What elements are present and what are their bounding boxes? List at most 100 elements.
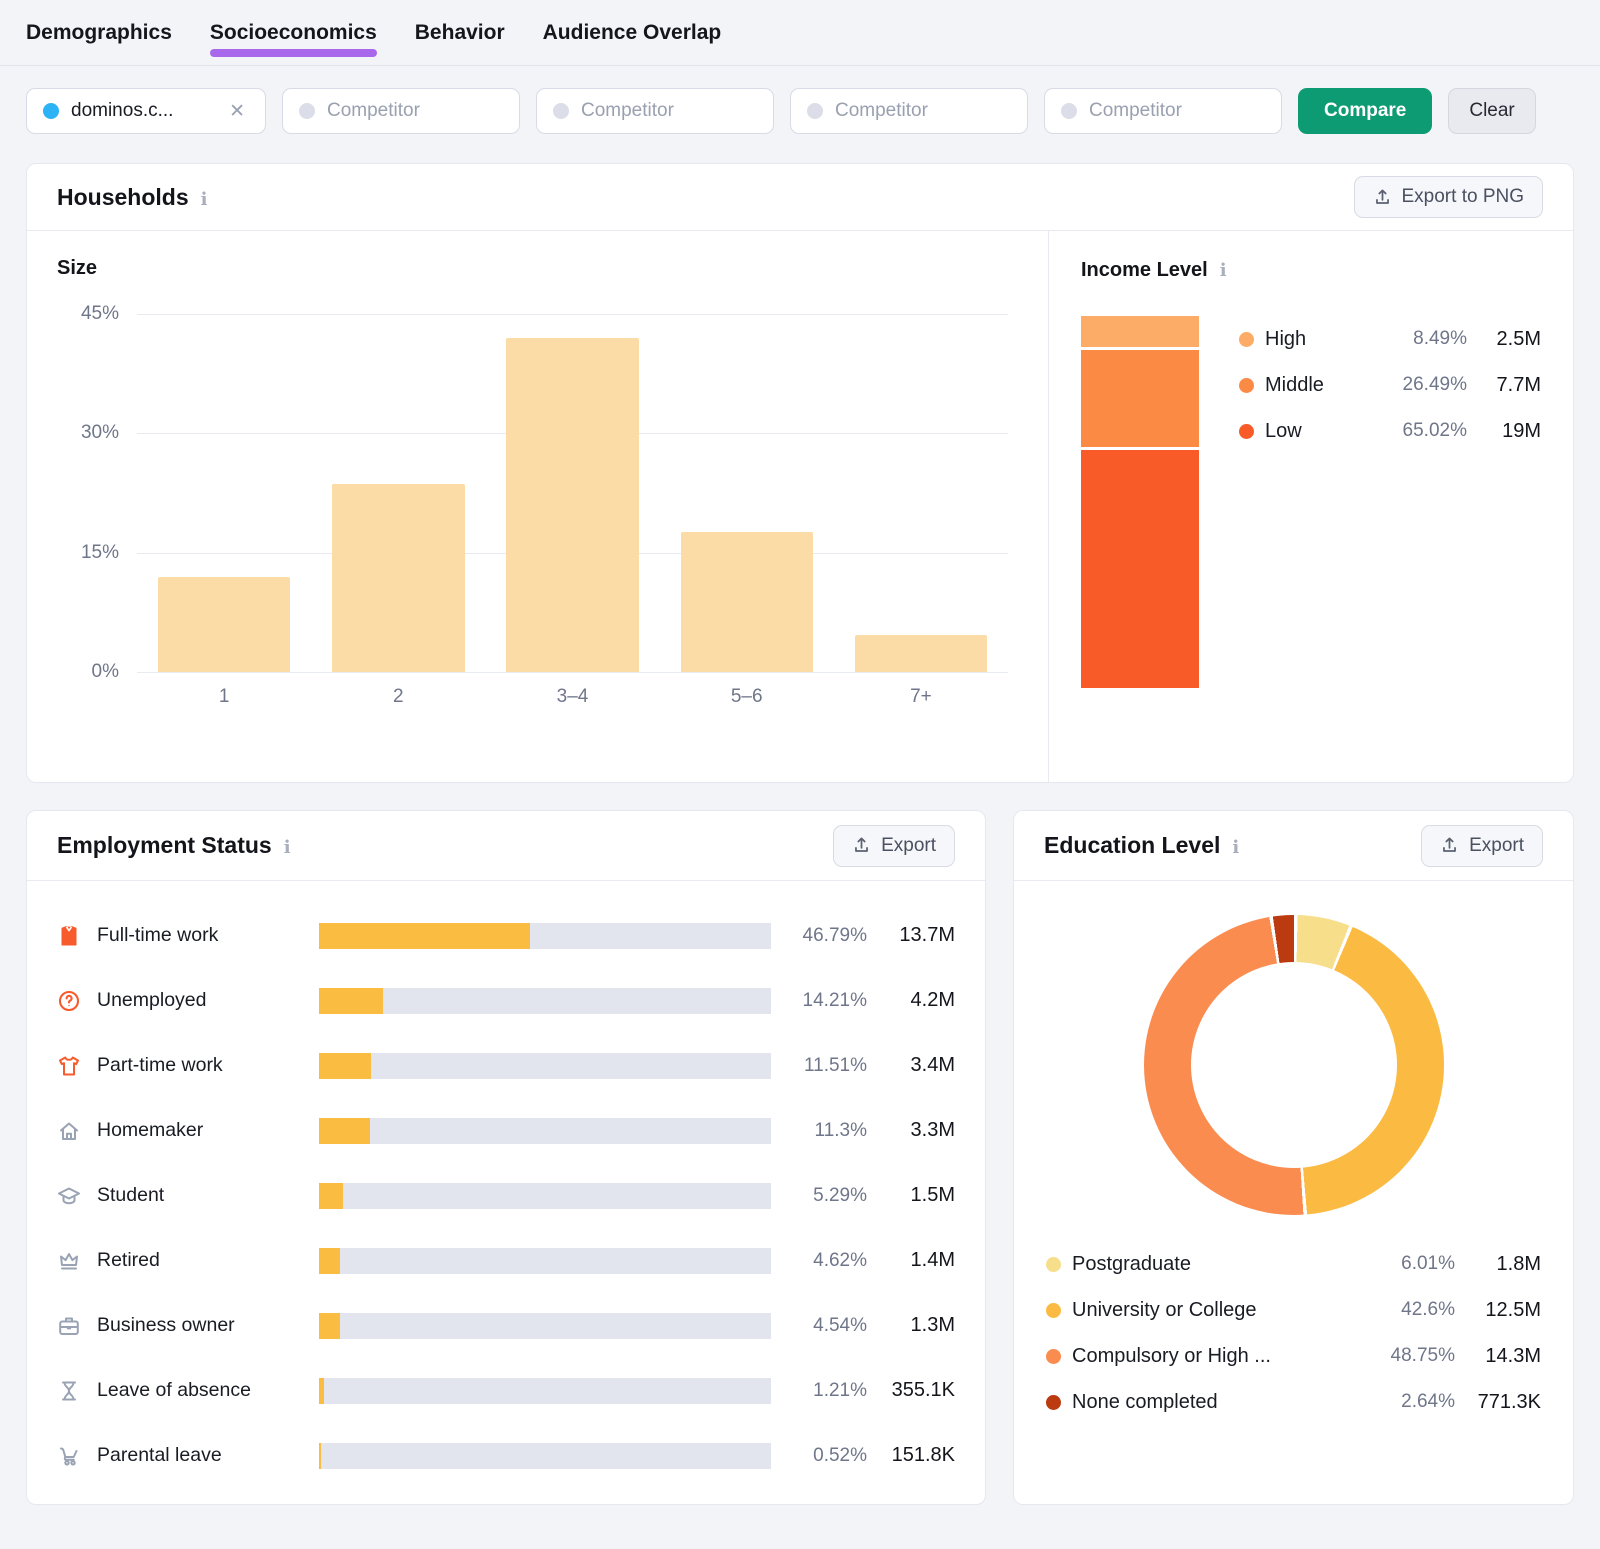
employment-category-icon <box>57 989 81 1013</box>
employment-value: 13.7M <box>899 924 955 946</box>
domain-color-dot <box>43 103 59 119</box>
tab-label: Demographics <box>26 20 172 44</box>
employment-row: Parental leave 0.52% 151.8K <box>57 1423 955 1488</box>
income-stacked-bar <box>1081 316 1199 688</box>
employment-category-label: Leave of absence <box>97 1379 251 1401</box>
legend-label: Low <box>1265 419 1302 442</box>
export-label: Export <box>881 834 936 856</box>
income-segment-low <box>1081 450 1199 688</box>
competitor-input-3[interactable] <box>790 88 1028 134</box>
competitor-field-3[interactable] <box>835 100 1011 122</box>
competitor-input-2[interactable] <box>536 88 774 134</box>
legend-dot <box>1046 1256 1061 1272</box>
income-segment-high <box>1081 316 1199 348</box>
education-legend-row: Postgraduate 6.01% 1.8M <box>1046 1241 1541 1287</box>
info-icon[interactable]: i <box>283 837 291 858</box>
legend-percent: 48.75% <box>1390 1345 1455 1366</box>
employment-category-label: Parental leave <box>97 1444 222 1466</box>
employment-category-label: Full-time work <box>97 924 219 946</box>
employment-bar-fill <box>319 1052 372 1079</box>
competitor-input-1[interactable] <box>282 88 520 134</box>
employment-percent: 4.62% <box>813 1249 867 1271</box>
employment-value: 355.1K <box>891 1379 955 1401</box>
employment-row: Full-time work 46.79% 13.7M <box>57 903 955 968</box>
clear-button[interactable]: Clear <box>1448 88 1536 134</box>
employment-value: 1.5M <box>910 1184 955 1206</box>
employment-category-icon <box>57 1119 81 1143</box>
competitor-input-4[interactable] <box>1044 88 1282 134</box>
employment-category-icon <box>57 1444 81 1468</box>
employment-bar-fill <box>319 1442 322 1469</box>
legend-dot <box>1046 1348 1061 1364</box>
compare-button[interactable]: Compare <box>1298 88 1433 134</box>
info-icon[interactable]: i <box>1219 260 1227 281</box>
gridline: 0% <box>92 661 1008 682</box>
tab-label: Socioeconomics <box>209 20 377 44</box>
info-icon[interactable]: i <box>1232 837 1240 858</box>
employment-category-label: Student <box>97 1184 165 1206</box>
y-axis-tick: 15% <box>80 541 119 563</box>
employment-export-button[interactable]: Export <box>833 824 955 867</box>
education-header: Education Level i Export <box>1014 811 1573 881</box>
education-export-button[interactable]: Export <box>1421 824 1543 867</box>
income-legend-row: High 8.49% 2.5M <box>1239 316 1541 362</box>
y-axis-tick: 45% <box>80 303 119 324</box>
y-axis-tick: 0% <box>91 661 119 682</box>
info-icon[interactable]: i <box>200 188 208 210</box>
employment-title: Employment Status <box>57 832 272 858</box>
employment-percent: 11.51% <box>803 1054 867 1076</box>
employment-category-icon <box>57 924 81 948</box>
domain-chip[interactable]: dominos.c... ✕ <box>26 88 266 134</box>
domain-chip-label: dominos.c... <box>71 100 174 121</box>
legend-value: 7.7M <box>1496 373 1541 396</box>
employment-category-label: Part-time work <box>97 1054 223 1076</box>
education-donut-chart <box>1143 915 1444 1215</box>
employment-value: 4.2M <box>910 989 955 1011</box>
employment-bar-fill <box>319 922 531 949</box>
employment-category-label: Unemployed <box>97 989 207 1011</box>
legend-label: None completed <box>1072 1390 1218 1413</box>
tab-audience-overlap[interactable]: Audience Overlap <box>543 0 722 65</box>
employment-bar-fill <box>319 1312 340 1339</box>
export-icon <box>1443 837 1456 852</box>
competitor-field-2[interactable] <box>581 100 757 122</box>
legend-value: 1.8M <box>1496 1252 1541 1275</box>
legend-percent: 42.6% <box>1401 1299 1455 1320</box>
tab-socioeconomics[interactable]: Socioeconomics <box>209 0 377 65</box>
employment-bar-track <box>319 1247 771 1274</box>
size-bar <box>157 576 291 672</box>
households-card: Households i Export to PNG Size 45% 30% … <box>26 163 1574 783</box>
size-bar <box>506 337 639 672</box>
export-to-png-button[interactable]: Export to PNG <box>1353 176 1543 218</box>
employment-category-icon <box>57 1249 81 1273</box>
close-icon[interactable]: ✕ <box>229 100 245 122</box>
size-bar <box>680 531 813 672</box>
employment-row: Homemaker 11.3% 3.3M <box>57 1098 955 1163</box>
employment-bar-track <box>319 987 771 1014</box>
employment-category-icon <box>57 1054 81 1078</box>
competitor-field-1[interactable] <box>327 100 503 122</box>
employment-bar-track <box>319 1052 771 1079</box>
income-segment-middle <box>1081 350 1199 448</box>
tab-behavior[interactable]: Behavior <box>415 0 505 65</box>
size-bar-slot <box>137 314 311 672</box>
size-bar-slot <box>660 314 834 672</box>
employment-bar-track <box>319 1312 771 1339</box>
education-legend-row: University or College 42.6% 12.5M <box>1046 1287 1541 1333</box>
size-bars <box>137 314 1008 672</box>
employment-category-icon <box>57 1379 81 1403</box>
employment-bar-track <box>319 1442 771 1469</box>
x-axis-tick: 5–6 <box>730 686 763 707</box>
employment-percent: 11.3% <box>814 1119 867 1141</box>
employment-bar-track <box>319 1117 771 1144</box>
export-icon <box>1375 189 1389 204</box>
competitor-field-4[interactable] <box>1089 100 1265 122</box>
employment-percent: 1.21% <box>813 1379 867 1401</box>
education-legend-row: None completed 2.64% 771.3K <box>1046 1379 1541 1425</box>
employment-category-label: Retired <box>97 1249 160 1271</box>
tab-demographics[interactable]: Demographics <box>26 0 172 65</box>
income-level-title: Income Level <box>1081 259 1208 281</box>
employment-percent: 14.21% <box>802 989 867 1011</box>
legend-value: 771.3K <box>1477 1390 1541 1413</box>
employment-percent: 46.79% <box>802 924 867 946</box>
